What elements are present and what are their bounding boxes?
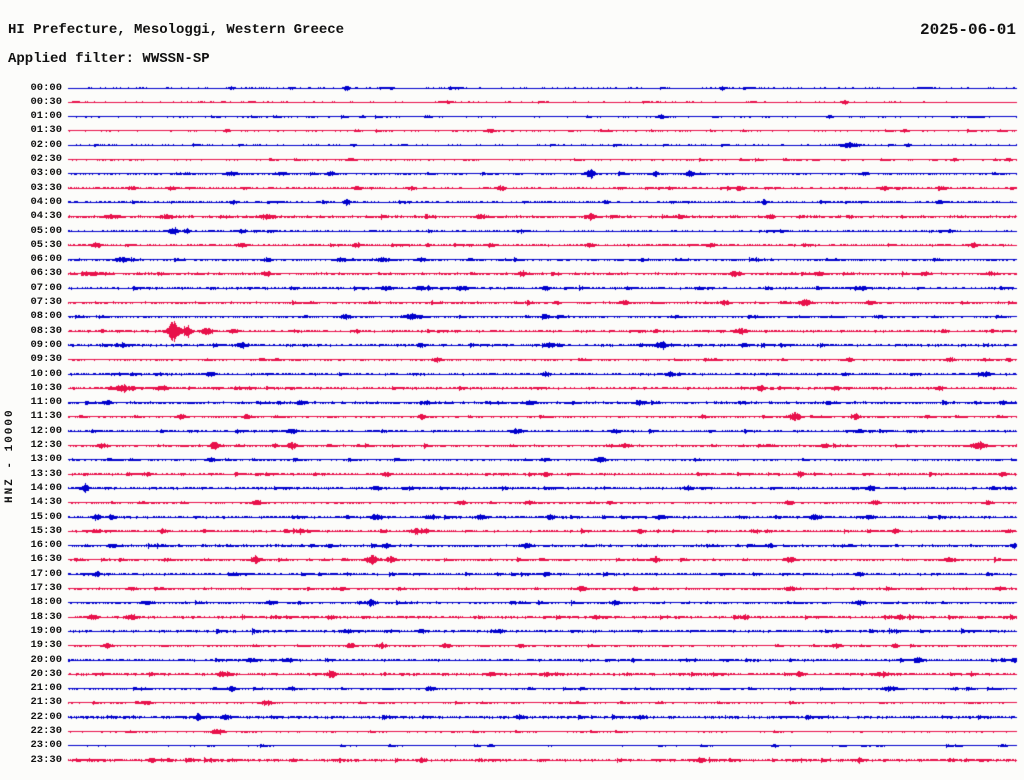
time-label: 13:00 (30, 453, 62, 466)
time-label: 17:00 (30, 567, 62, 580)
time-label: 14:00 (30, 481, 62, 494)
time-label: 17:30 (30, 582, 62, 594)
time-label: 05:00 (30, 224, 62, 237)
time-label: 09:30 (30, 353, 62, 366)
time-label: 22:30 (30, 725, 62, 737)
time-label: 00:00 (30, 81, 62, 94)
time-label: 09:00 (30, 338, 62, 351)
time-label: 04:30 (30, 210, 62, 223)
time-label: 06:00 (30, 253, 62, 266)
time-label: 23:30 (30, 753, 62, 766)
date-label: 2025-06-01 (919, 21, 1016, 39)
time-label: 12:00 (30, 424, 62, 437)
time-label: 11:00 (30, 396, 62, 409)
time-label: 11:30 (30, 410, 62, 423)
time-label: 15:30 (30, 524, 62, 537)
time-label: 06:30 (30, 267, 62, 280)
time-label: 19:00 (30, 624, 62, 637)
time-label: 01:00 (30, 110, 62, 123)
time-label: 14:30 (30, 496, 62, 509)
time-label: 21:30 (30, 696, 62, 709)
time-label: 07:00 (30, 281, 62, 294)
time-label: 22:00 (30, 710, 62, 723)
time-label: 08:00 (30, 310, 62, 323)
time-label: 02:00 (30, 138, 62, 151)
station-title: HI Prefecture, Mesologgi, Western Greece (8, 22, 345, 38)
time-label: 23:00 (30, 739, 62, 752)
time-label: 18:00 (30, 596, 62, 609)
time-label: 04:00 (30, 195, 62, 208)
filter-label: Applied filter: WWSSN-SP (8, 51, 210, 67)
time-label: 00:30 (30, 95, 62, 108)
time-label: 10:30 (30, 381, 62, 394)
time-label: 08:30 (30, 324, 62, 337)
time-label: 20:00 (30, 653, 62, 666)
time-label: 16:30 (30, 553, 62, 566)
time-label: 01:30 (30, 124, 62, 137)
time-label: 03:00 (30, 167, 62, 180)
time-label: 16:00 (30, 539, 62, 552)
time-label: 02:30 (30, 153, 62, 165)
time-label: 10:00 (30, 367, 62, 380)
time-label: 20:30 (30, 667, 62, 680)
time-label: 03:30 (30, 181, 62, 194)
time-label: 18:30 (30, 610, 62, 623)
time-label: 13:30 (30, 467, 62, 480)
time-label: 21:00 (30, 682, 62, 695)
time-label: 07:30 (30, 296, 62, 308)
time-label: 12:30 (30, 439, 62, 451)
time-label: 15:00 (30, 510, 62, 523)
time-label: 05:30 (30, 238, 62, 251)
time-label: 19:30 (30, 639, 62, 652)
